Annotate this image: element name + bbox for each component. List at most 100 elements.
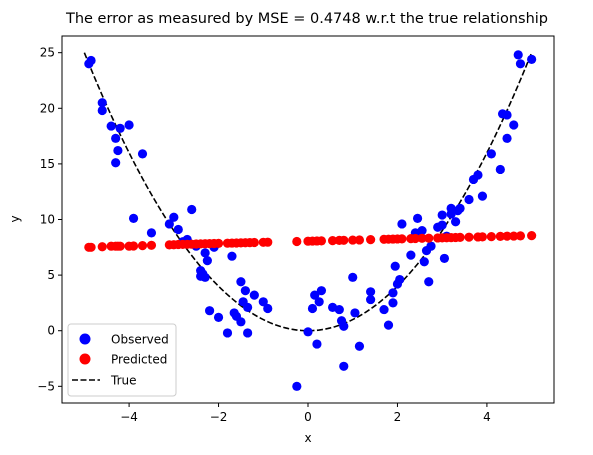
observed-point	[455, 203, 465, 213]
observed-point	[263, 303, 273, 314]
observed-point	[97, 98, 107, 108]
observed-point	[292, 381, 302, 391]
observed-point	[379, 304, 389, 315]
observed-point	[509, 120, 519, 130]
observed-point	[502, 133, 512, 143]
observed-point	[312, 339, 322, 349]
observed-point	[128, 213, 139, 223]
observed-point	[334, 304, 344, 315]
observed-point	[307, 303, 318, 314]
predicted-point	[527, 231, 537, 241]
observed-point	[169, 212, 179, 222]
observed-point	[200, 272, 210, 282]
chart-title: The error as measured by MSE = 0.4748 w.…	[65, 11, 548, 27]
observed-point	[236, 317, 246, 327]
observed-point	[303, 327, 313, 337]
x-axis: −4 −2 0 2 4	[120, 403, 491, 424]
legend-label-true: True	[110, 374, 137, 388]
predicted-point	[249, 237, 259, 248]
x-axis-label: x	[304, 431, 311, 445]
observed-point	[412, 213, 423, 223]
predicted-points	[84, 231, 537, 252]
y-tick-label: 25	[40, 46, 55, 60]
observed-point	[515, 59, 526, 69]
observed-point	[486, 149, 496, 159]
observed-point	[314, 297, 324, 307]
observed-point	[388, 298, 398, 308]
y-tick-label: 10	[40, 213, 55, 227]
observed-point	[113, 145, 123, 156]
observed-point	[350, 308, 360, 318]
x-tick-label: 4	[483, 410, 491, 424]
predicted-point	[397, 234, 407, 244]
x-tick-label: 0	[304, 410, 312, 424]
observed-point	[388, 288, 398, 298]
observed-point	[146, 228, 157, 238]
observed-point	[477, 191, 488, 201]
predicted-point	[417, 233, 427, 243]
observed-point	[390, 261, 400, 271]
y-axis-label: y	[8, 215, 22, 222]
observed-point	[354, 341, 365, 351]
predicted-point	[128, 241, 139, 251]
predicted-point	[316, 236, 327, 246]
observed-point	[426, 241, 436, 251]
observed-point	[200, 248, 210, 258]
legend-marker-predicted	[79, 353, 91, 365]
observed-point	[527, 54, 537, 64]
observed-point	[213, 312, 224, 322]
observed-point	[419, 257, 429, 267]
legend-label-observed: Observed	[111, 333, 169, 347]
observed-point	[187, 204, 197, 215]
y-tick-label: −5	[37, 379, 55, 393]
observed-point	[451, 217, 461, 227]
predicted-point	[146, 240, 157, 250]
observed-point	[202, 256, 212, 266]
observed-point	[395, 274, 405, 285]
observed-point	[464, 194, 474, 205]
observed-point	[495, 164, 505, 175]
predicted-point	[515, 231, 526, 241]
predicted-point	[97, 242, 107, 252]
observed-point	[258, 297, 268, 307]
observed-point	[236, 277, 246, 287]
predicted-point	[339, 235, 349, 245]
observed-point	[424, 277, 434, 287]
observed-points	[84, 50, 537, 391]
y-tick-label: 20	[40, 101, 55, 115]
observed-point	[97, 105, 107, 116]
observed-point	[310, 290, 320, 300]
predicted-point	[477, 232, 488, 242]
observed-point	[502, 110, 512, 120]
observed-point	[249, 290, 259, 300]
observed-point	[173, 224, 183, 235]
predicted-point	[424, 233, 434, 243]
predicted-point	[486, 232, 496, 242]
legend: Observed Predicted True	[67, 323, 177, 397]
y-tick-label: 5	[47, 268, 55, 282]
y-axis: −5 0 5 10 15 20 25	[37, 46, 62, 393]
observed-point	[417, 226, 427, 236]
predicted-point	[366, 235, 376, 245]
x-tick-label: −2	[210, 410, 228, 424]
observed-point	[222, 328, 233, 338]
predicted-point	[137, 241, 148, 251]
observed-point	[137, 149, 148, 159]
predicted-point	[354, 235, 365, 245]
predicted-point	[348, 235, 358, 245]
observed-point	[111, 158, 121, 168]
legend-box	[67, 323, 177, 397]
predicted-point	[495, 231, 505, 241]
observed-point	[227, 251, 237, 261]
predicted-point	[115, 241, 125, 251]
predicted-point	[455, 232, 465, 243]
predicted-point	[509, 231, 519, 241]
observed-point	[406, 250, 416, 260]
predicted-point	[410, 233, 420, 244]
observed-point	[164, 219, 174, 229]
predicted-point	[292, 236, 302, 247]
observed-point	[111, 133, 121, 143]
predicted-point	[263, 237, 273, 247]
predicted-point	[86, 242, 96, 252]
